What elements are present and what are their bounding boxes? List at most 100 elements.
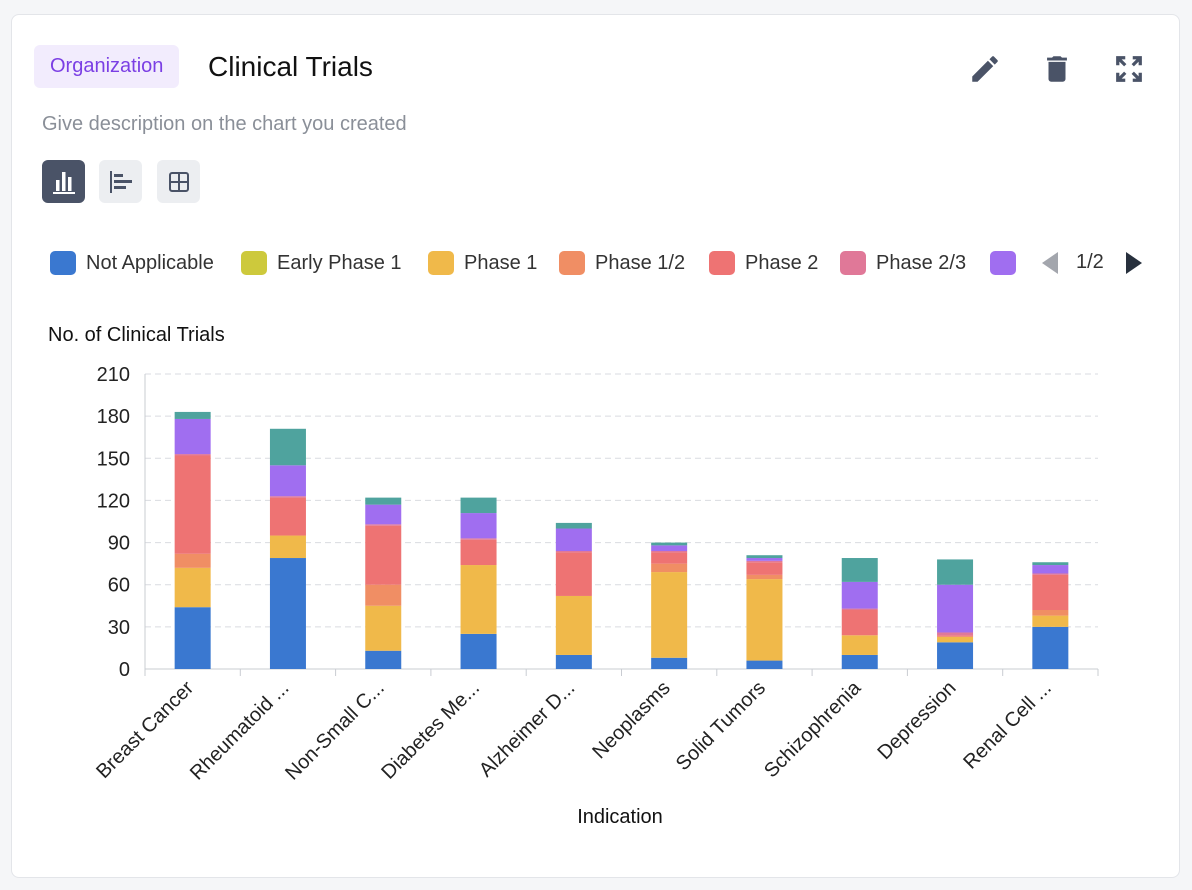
legend-swatch [428, 251, 454, 275]
bar-segment [746, 661, 782, 669]
legend-swatch [50, 251, 76, 275]
x-tick-label: Schizophrenia [760, 676, 866, 782]
legend-label: Phase 2/3 [876, 252, 966, 275]
bar-segment [937, 585, 973, 633]
bar-segment [461, 634, 497, 669]
bar-segment [937, 632, 973, 635]
legend-prev-icon[interactable] [1040, 251, 1060, 275]
y-axis-label: No. of Clinical Trials [48, 324, 225, 346]
legend-swatch [840, 251, 866, 275]
bar-segment [365, 585, 401, 606]
table-icon [167, 170, 191, 194]
bar-segment [937, 642, 973, 669]
bar-segment [461, 498, 497, 513]
bar-segment [461, 540, 497, 565]
edit-button[interactable] [967, 51, 1003, 87]
bar-segment [556, 529, 592, 551]
bar-segment [365, 606, 401, 651]
bar-segment [556, 596, 592, 655]
horizontal-bar-view-button[interactable] [99, 160, 142, 203]
bar-segment [746, 579, 782, 660]
legend-item[interactable]: Phase 1 [428, 247, 537, 279]
legend-item[interactable]: Phase 2 [709, 247, 818, 279]
bar-segment [1032, 573, 1068, 574]
bar-segment [461, 538, 497, 539]
x-axis-label: Indication [577, 806, 663, 828]
bar-segment [746, 561, 782, 562]
bar-segment [175, 455, 211, 553]
bar-segment [746, 562, 782, 575]
legend-item[interactable]: Early Phase 1 [241, 247, 402, 279]
bar-segment [175, 554, 211, 568]
bar-chart-icon [51, 169, 77, 195]
x-tick-label: Renal Cell ... [959, 677, 1056, 774]
bar-segment [746, 555, 782, 558]
x-tick-label: Breast Cancer [92, 677, 198, 783]
trash-icon [1040, 52, 1074, 86]
legend-next-icon[interactable] [1124, 251, 1144, 275]
legend-swatch [241, 251, 267, 275]
bar-segment [746, 558, 782, 561]
bar-segment [937, 637, 973, 643]
legend-page-indicator: 1/2 [1076, 251, 1104, 274]
bar-segment [1032, 575, 1068, 610]
bar-segment [651, 552, 687, 563]
bar-segment [746, 575, 782, 579]
x-tick-label: Depression [873, 677, 960, 764]
bar-segment [365, 524, 401, 525]
bar-segment [937, 559, 973, 584]
table-view-button[interactable] [157, 160, 200, 203]
bar-segment [842, 558, 878, 582]
bar-segment [556, 655, 592, 669]
bar-segment [842, 609, 878, 610]
legend-swatch [709, 251, 735, 275]
bar-segment [175, 412, 211, 419]
legend-item[interactable]: Not Applicable [50, 247, 214, 279]
bar-segment [842, 655, 878, 669]
y-tick-label: 150 [97, 448, 130, 470]
bar-segment [270, 429, 306, 466]
legend-label: Early Phase 1 [277, 252, 402, 275]
y-tick-label: 60 [108, 575, 130, 597]
bar-segment [651, 658, 687, 669]
x-tick-label: Alzheimer D... [475, 677, 579, 781]
bar-segment [270, 558, 306, 669]
bar-chart-view-button[interactable] [42, 160, 85, 203]
legend-item[interactable] [990, 247, 1026, 279]
bar-segment [365, 498, 401, 505]
legend-item[interactable]: Phase 2/3 [840, 247, 966, 279]
bar-segment [1032, 562, 1068, 565]
y-tick-label: 120 [97, 490, 130, 512]
horizontal-bar-chart-icon [108, 169, 134, 195]
legend-label: Not Applicable [86, 252, 214, 275]
y-tick-label: 90 [108, 533, 130, 555]
delete-button[interactable] [1039, 51, 1075, 87]
bar-segment [651, 564, 687, 572]
bar-segment [365, 651, 401, 669]
bar-segment [1032, 565, 1068, 573]
bar-segment [270, 465, 306, 496]
bar-segment [175, 607, 211, 669]
y-tick-label: 180 [97, 406, 130, 428]
expand-button[interactable] [1111, 51, 1147, 87]
page-title: Clinical Trials [208, 49, 373, 85]
bar-segment [556, 523, 592, 529]
bar-segment [842, 635, 878, 655]
bar-segment [1032, 616, 1068, 627]
bar-segment [365, 505, 401, 525]
bar-segment [556, 551, 592, 552]
legend-label: Phase 1/2 [595, 252, 685, 275]
x-tick-label: Rheumatoid ... [186, 677, 294, 785]
bar-segment [461, 565, 497, 634]
chart-description: Give description on the chart you create… [42, 113, 407, 136]
bar-segment [175, 454, 211, 455]
bar-segment [175, 568, 211, 607]
bar-segment [1032, 610, 1068, 616]
bar-segment [651, 572, 687, 658]
y-tick-label: 0 [119, 659, 130, 681]
pencil-icon [968, 52, 1002, 86]
bar-segment [651, 551, 687, 552]
y-tick-label: 210 [97, 364, 130, 386]
x-tick-label: Neoplasms [588, 677, 674, 763]
legend-item[interactable]: Phase 1/2 [559, 247, 685, 279]
